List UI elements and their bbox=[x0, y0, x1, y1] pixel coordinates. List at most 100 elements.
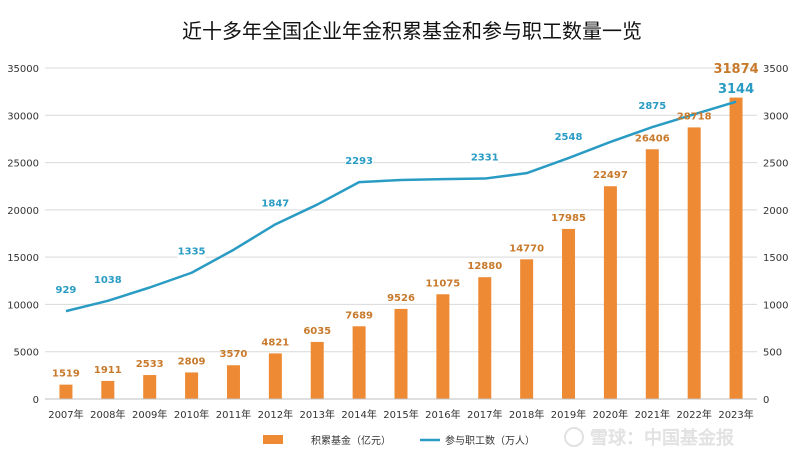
x-tick-label: 2015年 bbox=[383, 408, 418, 421]
bar-data-label: 2809 bbox=[178, 356, 206, 367]
bar-data-label: 6035 bbox=[303, 326, 331, 337]
bar bbox=[603, 186, 617, 399]
left-y-tick-label: 15000 bbox=[7, 253, 39, 264]
line-data-label: 1038 bbox=[94, 275, 122, 286]
legend-swatch-bar bbox=[263, 435, 283, 444]
bar-data-label: 3570 bbox=[220, 349, 248, 360]
line-data-label: 2548 bbox=[555, 132, 583, 143]
bar bbox=[352, 326, 366, 399]
x-tick-label: 2017年 bbox=[467, 408, 502, 421]
left-y-tick-label: 0 bbox=[33, 395, 39, 406]
left-y-axis: 0 5000 10000 15000 20000 25000 30000 35000 bbox=[7, 64, 39, 406]
bar bbox=[185, 372, 199, 399]
x-tick-label: 2011年 bbox=[216, 408, 251, 421]
line-label-bg bbox=[470, 150, 499, 164]
bar bbox=[645, 149, 659, 399]
bar bbox=[268, 353, 282, 399]
line-series bbox=[65, 100, 737, 313]
bar-data-label: 4821 bbox=[261, 337, 289, 348]
bar bbox=[729, 97, 743, 400]
line-label-bg bbox=[51, 283, 80, 297]
bar-data-label: 7689 bbox=[345, 310, 373, 321]
bar-data-label: 28718 bbox=[677, 111, 712, 122]
right-y-tick-label: 1500 bbox=[763, 253, 788, 264]
bar-data-label: 31874 bbox=[713, 62, 758, 77]
x-tick-label: 2013年 bbox=[300, 408, 335, 421]
line-label-bg bbox=[554, 130, 583, 144]
bar bbox=[478, 277, 492, 399]
left-y-tick-label: 30000 bbox=[7, 111, 39, 122]
x-axis: 2007年 2008年 2009年 2010年 2011年 2012年 2013年 2014年… bbox=[45, 398, 757, 421]
line-data-labels: 929 1038 1335 1847 2293 2331 2548 2875 3144 bbox=[51, 82, 754, 297]
bar-data-label: 26406 bbox=[635, 133, 670, 144]
bar-data-label: 22497 bbox=[593, 170, 628, 181]
bar-data-label: 12880 bbox=[467, 261, 502, 272]
bar-data-label: 1911 bbox=[94, 365, 122, 376]
line-label-bg bbox=[345, 154, 374, 168]
x-tick-label: 2022年 bbox=[676, 408, 711, 421]
x-tick-label: 2023年 bbox=[718, 408, 753, 421]
watermark-logo-icon bbox=[564, 427, 584, 447]
bar bbox=[436, 294, 450, 399]
line-data-label: 2331 bbox=[471, 153, 499, 164]
left-y-tick-label: 5000 bbox=[14, 348, 39, 359]
bar-data-label: 17985 bbox=[551, 213, 586, 224]
right-y-tick-label: 500 bbox=[763, 348, 782, 359]
left-y-tick-label: 10000 bbox=[7, 300, 39, 311]
gridlines bbox=[45, 67, 757, 400]
right-y-tick-label: 1000 bbox=[763, 300, 788, 311]
x-tick-label: 2016年 bbox=[425, 408, 460, 421]
bar-data-label: 1519 bbox=[52, 369, 80, 380]
right-y-tick-label: 0 bbox=[763, 395, 769, 406]
right-y-tick-label: 3500 bbox=[763, 64, 788, 75]
x-tick-label: 2012年 bbox=[258, 408, 293, 421]
right-y-axis: 0 500 1000 1500 2000 2500 3000 3500 bbox=[763, 64, 788, 406]
bar-data-label: 11075 bbox=[425, 278, 460, 289]
bar-data-label: 9526 bbox=[387, 293, 415, 304]
line-label-bg bbox=[719, 83, 754, 96]
x-tick-label: 2020年 bbox=[593, 408, 628, 421]
x-tick-label: 2021年 bbox=[635, 408, 670, 421]
bar-data-label: 14770 bbox=[509, 243, 544, 254]
x-tick-label: 2018年 bbox=[509, 408, 544, 421]
legend-label-line: 参与职工数（万人） bbox=[445, 434, 535, 447]
bar bbox=[226, 365, 240, 399]
bar bbox=[143, 375, 157, 399]
legend: 积累基金（亿元） 参与职工数（万人） bbox=[263, 434, 535, 447]
bar-data-label: 2533 bbox=[136, 359, 164, 370]
line-data-label: 2293 bbox=[345, 156, 373, 167]
bar-series bbox=[59, 97, 743, 400]
legend-label-bar: 积累基金（亿元） bbox=[311, 434, 391, 447]
line-data-label: 1335 bbox=[178, 247, 206, 258]
line-data-label: 2875 bbox=[638, 101, 666, 112]
right-y-tick-label: 2000 bbox=[763, 206, 788, 217]
left-y-tick-label: 20000 bbox=[7, 206, 39, 217]
bar bbox=[520, 259, 534, 399]
bar bbox=[687, 127, 701, 399]
bar bbox=[394, 308, 408, 399]
bar-data-labels: 1519 1911 2533 2809 3570 4821 6035 7689 9526 1107… bbox=[52, 62, 759, 380]
bar bbox=[310, 341, 324, 399]
left-y-tick-label: 35000 bbox=[7, 64, 39, 75]
bar bbox=[59, 384, 73, 399]
line-data-label: 929 bbox=[56, 285, 77, 296]
x-tick-label: 2007年 bbox=[48, 408, 83, 421]
left-y-tick-label: 25000 bbox=[7, 159, 39, 170]
chart-title: 近十多年全国企业年金积累基金和参与职工数量一览 bbox=[182, 19, 642, 43]
x-tick-label: 2009年 bbox=[132, 408, 167, 421]
line-data-label: 3144 bbox=[718, 82, 754, 97]
right-y-tick-label: 3000 bbox=[763, 111, 788, 122]
x-tick-label: 2014年 bbox=[341, 408, 376, 421]
x-tick-label: 2010年 bbox=[174, 408, 209, 421]
line-label-bg bbox=[177, 244, 206, 258]
line-label-bg bbox=[261, 196, 290, 210]
watermark-text: 雪球：中国基金报 bbox=[590, 427, 734, 449]
line-label-bg bbox=[93, 272, 122, 286]
bar bbox=[562, 228, 576, 399]
line-data-label: 1847 bbox=[261, 198, 289, 209]
x-tick-label: 2019年 bbox=[551, 408, 586, 421]
x-tick-label: 2008年 bbox=[90, 408, 125, 421]
right-y-tick-label: 2500 bbox=[763, 159, 788, 170]
